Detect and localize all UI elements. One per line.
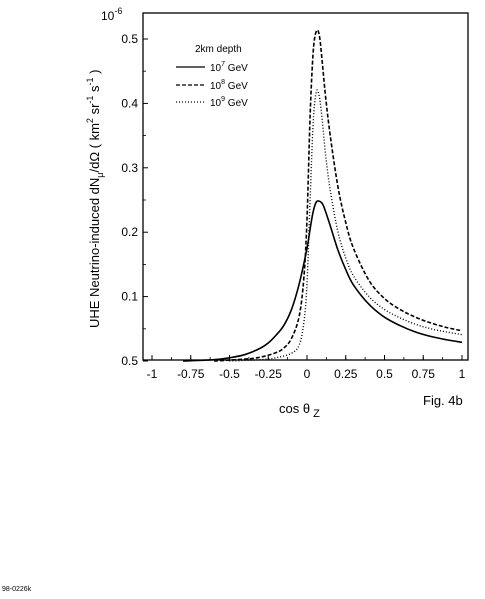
x-tick-label: -0.75	[177, 367, 205, 381]
x-tick-label: 0.5	[376, 367, 393, 381]
y-axis-label-tail: /dΩ ( km	[87, 123, 102, 172]
x-tick-label: 0.75	[412, 367, 436, 381]
x-tick-label: 0	[304, 367, 311, 381]
y-axis-label: UHE Neutrino-induced dNμ/dΩ ( km2 sr-1 s…	[85, 69, 105, 328]
y-multiplier: 10-6	[101, 6, 122, 23]
y-tick-label: 0.3	[121, 161, 138, 175]
y-axis-label-main: UHE Neutrino-induced dN	[87, 178, 102, 328]
ticks: -1 -0.75 -0.5 -0.25 0 0.25 0.5 0.75 1 0.5 0.1 0.2 0.…	[121, 32, 465, 381]
legend-label-1e8-exp: 8	[221, 79, 225, 86]
y-multiplier-base: 10	[101, 9, 115, 23]
y-unit-3: s	[87, 85, 102, 96]
legend-label-1e7-exp: 7	[221, 61, 225, 68]
y-tick-label: 0.1	[121, 290, 138, 304]
legend-label-1e7-base: 10	[210, 63, 222, 74]
y-unit-0: 2	[85, 118, 95, 123]
footer-note: 98-0226k	[2, 586, 32, 593]
legend-label-1e9-exp: 9	[221, 96, 225, 103]
x-axis-label-sub: Z	[313, 408, 320, 420]
x-axis-label-main: cos θ	[279, 401, 310, 416]
series-line-2	[213, 29, 463, 362]
figure-annotation: Fig. 4b	[423, 393, 463, 408]
y-multiplier-exp: -6	[114, 6, 122, 16]
y-unit-2: -1	[85, 96, 95, 104]
x-tick-label: -0.25	[255, 367, 283, 381]
x-tick-label: -0.5	[219, 367, 240, 381]
y-tick-label: 0.2	[121, 225, 138, 239]
x-tick-label: 1	[459, 367, 466, 381]
x-tick-label: -1	[147, 367, 158, 381]
series-line-3	[229, 89, 463, 362]
legend-label-1e7-unit: GeV	[225, 63, 248, 74]
y-tick-label: 0.5	[121, 32, 138, 46]
y-tick-label: 0.4	[121, 96, 138, 110]
legend-label-1e8-unit: GeV	[225, 81, 248, 92]
y-unit-5: )	[87, 69, 102, 77]
legend-label-1e9-base: 10	[210, 98, 222, 109]
legend: 2km depth 107 GeV 108 GeV 109 GeV	[176, 44, 248, 109]
series-line-1	[182, 200, 463, 362]
x-tick-label: 0.25	[334, 367, 358, 381]
legend-label-1e9: 109 GeV	[210, 96, 248, 109]
legend-label-1e9-unit: GeV	[225, 98, 248, 109]
y-axis-label-sub: μ	[95, 173, 105, 178]
plot-frame	[142, 12, 469, 361]
y-unit-1: sr	[87, 103, 102, 118]
y-unit-4: -1	[85, 77, 95, 85]
y-tick-label: 0.5	[121, 354, 138, 368]
legend-title: 2km depth	[195, 44, 242, 55]
series-layer	[182, 29, 463, 362]
legend-label-1e7: 107 GeV	[210, 61, 248, 74]
legend-label-1e8-base: 10	[210, 81, 222, 92]
legend-label-1e8: 108 GeV	[210, 79, 248, 92]
